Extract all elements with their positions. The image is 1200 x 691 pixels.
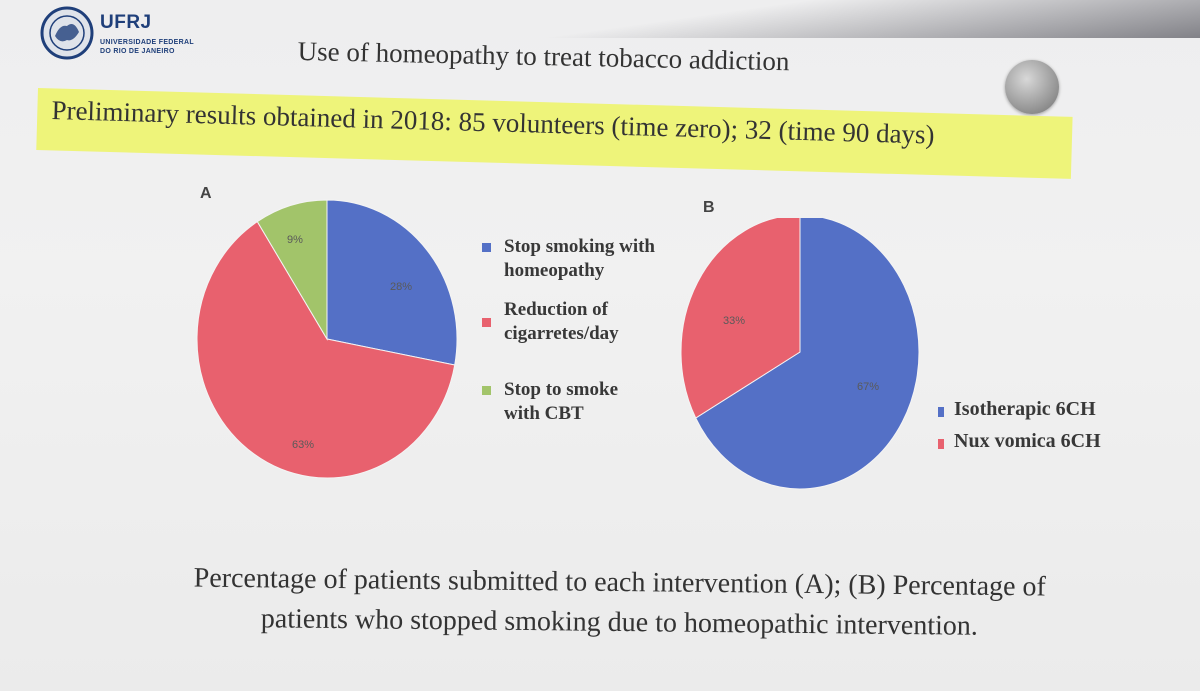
- pie-chart-b: 67% 33%: [680, 218, 920, 490]
- pie-a-slice-3: [256, 199, 328, 341]
- figure-caption: Percentage of patients submitted to each…: [0, 557, 1200, 650]
- slide-title: Use of homeopathy to treat tobacco addic…: [297, 36, 790, 77]
- panel-label-a: A: [200, 185, 212, 202]
- legend-a-swatch-1: [482, 243, 491, 252]
- logo-subtitle-line1: UNIVERSIDADE FEDERAL: [100, 39, 194, 46]
- panel-label-b: B: [703, 199, 715, 216]
- pie-a-slice-1: [326, 199, 458, 366]
- legend-a-label-3-line1: Stop to smoke: [504, 379, 619, 400]
- pie-a-data-label-2: 63%: [292, 439, 314, 451]
- legend-b-label-2: Nux vomica 6CH: [954, 430, 1101, 452]
- pie-b-data-label-1: 67%: [857, 381, 879, 393]
- logo-title: UFRJ: [100, 12, 152, 33]
- legend-a: Stop smoking with homeopathy Reduction o…: [482, 235, 682, 435]
- pie-a-slice-2: [196, 220, 456, 479]
- legend-b-swatch-2: [938, 439, 944, 449]
- legend-b-label-1: Isotherapic 6CH: [954, 398, 1096, 420]
- legend-a-swatch-2: [482, 318, 491, 327]
- conference-badge-icon: [1005, 60, 1059, 114]
- pie-a-data-label-3: 9%: [287, 234, 303, 246]
- legend-a-label-2-line2: cigarretes/day: [504, 323, 619, 344]
- legend-a-label-1-line2: homeopathy: [504, 260, 605, 281]
- legend-b-swatch-1: [938, 407, 944, 417]
- legend-a-label-1-line1: Stop smoking with: [504, 236, 655, 257]
- pie-a-data-label-1: 28%: [390, 281, 412, 293]
- ufrj-logo: UFRJ UNIVERSIDADE FEDERAL DO RIO DE JANE…: [40, 6, 220, 62]
- university-seal-icon: [40, 6, 94, 60]
- pie-chart-a: 28% 63% 9%: [196, 199, 458, 479]
- pie-b-data-label-2: 33%: [723, 315, 745, 327]
- legend-a-label-1: Stop smoking with homeopathy: [504, 235, 655, 283]
- logo-subtitle-line2: DO RIO DE JANEIRO: [100, 48, 175, 55]
- legend-a-label-2: Reduction of cigarretes/day: [504, 298, 619, 346]
- legend-b: Isotherapic 6CH Nux vomica 6CH: [938, 397, 1138, 467]
- legend-a-label-3-line2: with CBT: [504, 403, 584, 424]
- legend-a-swatch-3: [482, 386, 491, 395]
- legend-a-label-2-line1: Reduction of: [504, 299, 608, 320]
- legend-a-label-3: Stop to smoke with CBT: [504, 378, 618, 426]
- pie-b-slice-1: [695, 218, 920, 490]
- pie-b-slice-2: [680, 218, 801, 419]
